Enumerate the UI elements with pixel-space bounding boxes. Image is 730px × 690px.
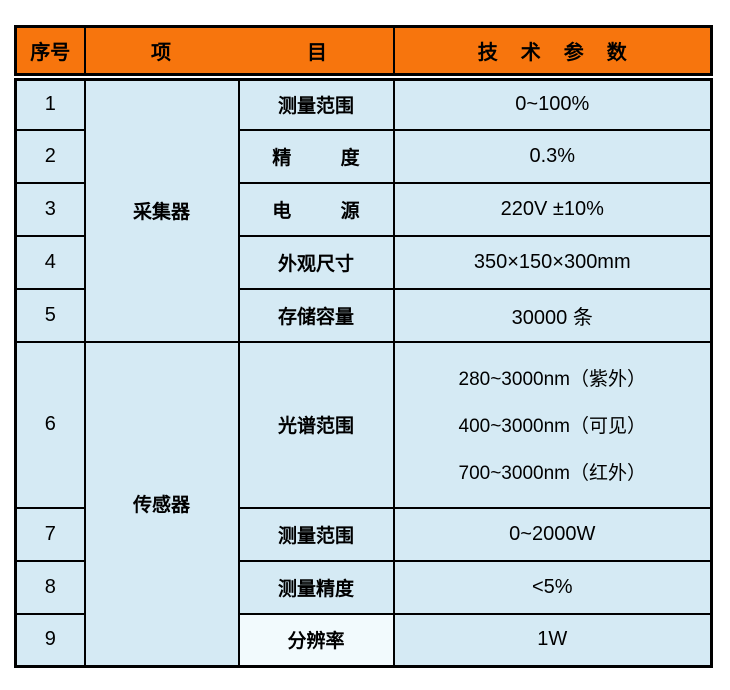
spectral-range-visible: 400~3000nm（可见） [458, 416, 646, 437]
row-9-value: 1W [392, 612, 713, 668]
row-9-item: 分辨率 [237, 612, 395, 668]
table-row-7: 7 测量范围 0~2000W [14, 506, 713, 562]
row-4-item: 外观尺寸 [237, 234, 395, 290]
row-2-no: 2 [14, 128, 86, 184]
row-3-item-label: 电源 [272, 200, 359, 222]
row-7-item: 测量范围 [237, 506, 395, 562]
spectral-range-list: 280~3000nm（紫外） 400~3000nm（可见） 700~3000nm… [396, 344, 710, 506]
row-5-item: 存储容量 [237, 287, 395, 343]
spec-table: 序号 项目 技术参数 1 采集器 测量范围 0~100% 2 精度 [14, 25, 713, 668]
row-5-no: 5 [14, 287, 86, 343]
header-col-params: 技术参数 [392, 25, 713, 81]
row-9-no: 9 [14, 612, 86, 668]
row-3-value: 220V ±10% [392, 181, 713, 237]
row-2-item: 精度 [237, 128, 395, 184]
table-body: 1 采集器 测量范围 0~100% 2 精度 0.3% 3 电源 220V ±1… [14, 75, 713, 668]
row-7-no: 7 [14, 506, 86, 562]
group-sensor: 传感器 [83, 340, 240, 668]
row-8-no: 8 [14, 559, 86, 615]
row-7-value: 0~2000W [392, 506, 713, 562]
row-4-value: 350×150×300mm [392, 234, 713, 290]
table-row-5: 5 存储容量 30000 条 [14, 287, 713, 343]
table-row-3: 3 电源 220V ±10% [14, 181, 713, 237]
row-2-item-label: 精度 [272, 147, 359, 169]
row-4-no: 4 [14, 234, 86, 290]
row-6-item: 光谱范围 [237, 340, 395, 509]
row-1-value: 0~100% [392, 75, 713, 131]
group-collector: 采集器 [83, 75, 240, 343]
row-2-value: 0.3% [392, 128, 713, 184]
row-6-no: 6 [14, 340, 86, 509]
table-row-2: 2 精度 0.3% [14, 128, 713, 184]
spectral-range-uv: 280~3000nm（紫外） [458, 368, 646, 390]
table-row-8: 8 测量精度 <5% [14, 559, 713, 615]
header-col-params-label: 技术参数 [477, 41, 650, 64]
header-col-index: 序号 [14, 25, 86, 81]
table-row-6: 6 传感器 光谱范围 280~3000nm（紫外） 400~3000nm（可见）… [14, 340, 713, 668]
header-col-item: 项目 [83, 25, 395, 81]
row-6-value: 280~3000nm（紫外） 400~3000nm（可见） 700~3000nm… [392, 340, 713, 509]
row-3-item: 电源 [237, 181, 395, 237]
header-col-item-label: 项目 [151, 41, 327, 64]
row-1-item: 测量范围 [237, 75, 395, 131]
row-5-value: 30000 条 [392, 287, 713, 343]
table-row-1: 1 采集器 测量范围 0~100% [14, 75, 713, 343]
row-8-value: <5% [392, 559, 713, 615]
table-row-4: 4 外观尺寸 350×150×300mm [14, 234, 713, 290]
table-header: 序号 项目 技术参数 [14, 25, 713, 81]
header-row: 序号 项目 技术参数 [14, 25, 713, 81]
table-row-9: 9 分辨率 1W [14, 612, 713, 668]
row-3-no: 3 [14, 181, 86, 237]
spectral-range-ir: 700~3000nm（红外） [458, 463, 646, 485]
row-1-no: 1 [14, 75, 86, 131]
row-8-item: 测量精度 [237, 559, 395, 615]
